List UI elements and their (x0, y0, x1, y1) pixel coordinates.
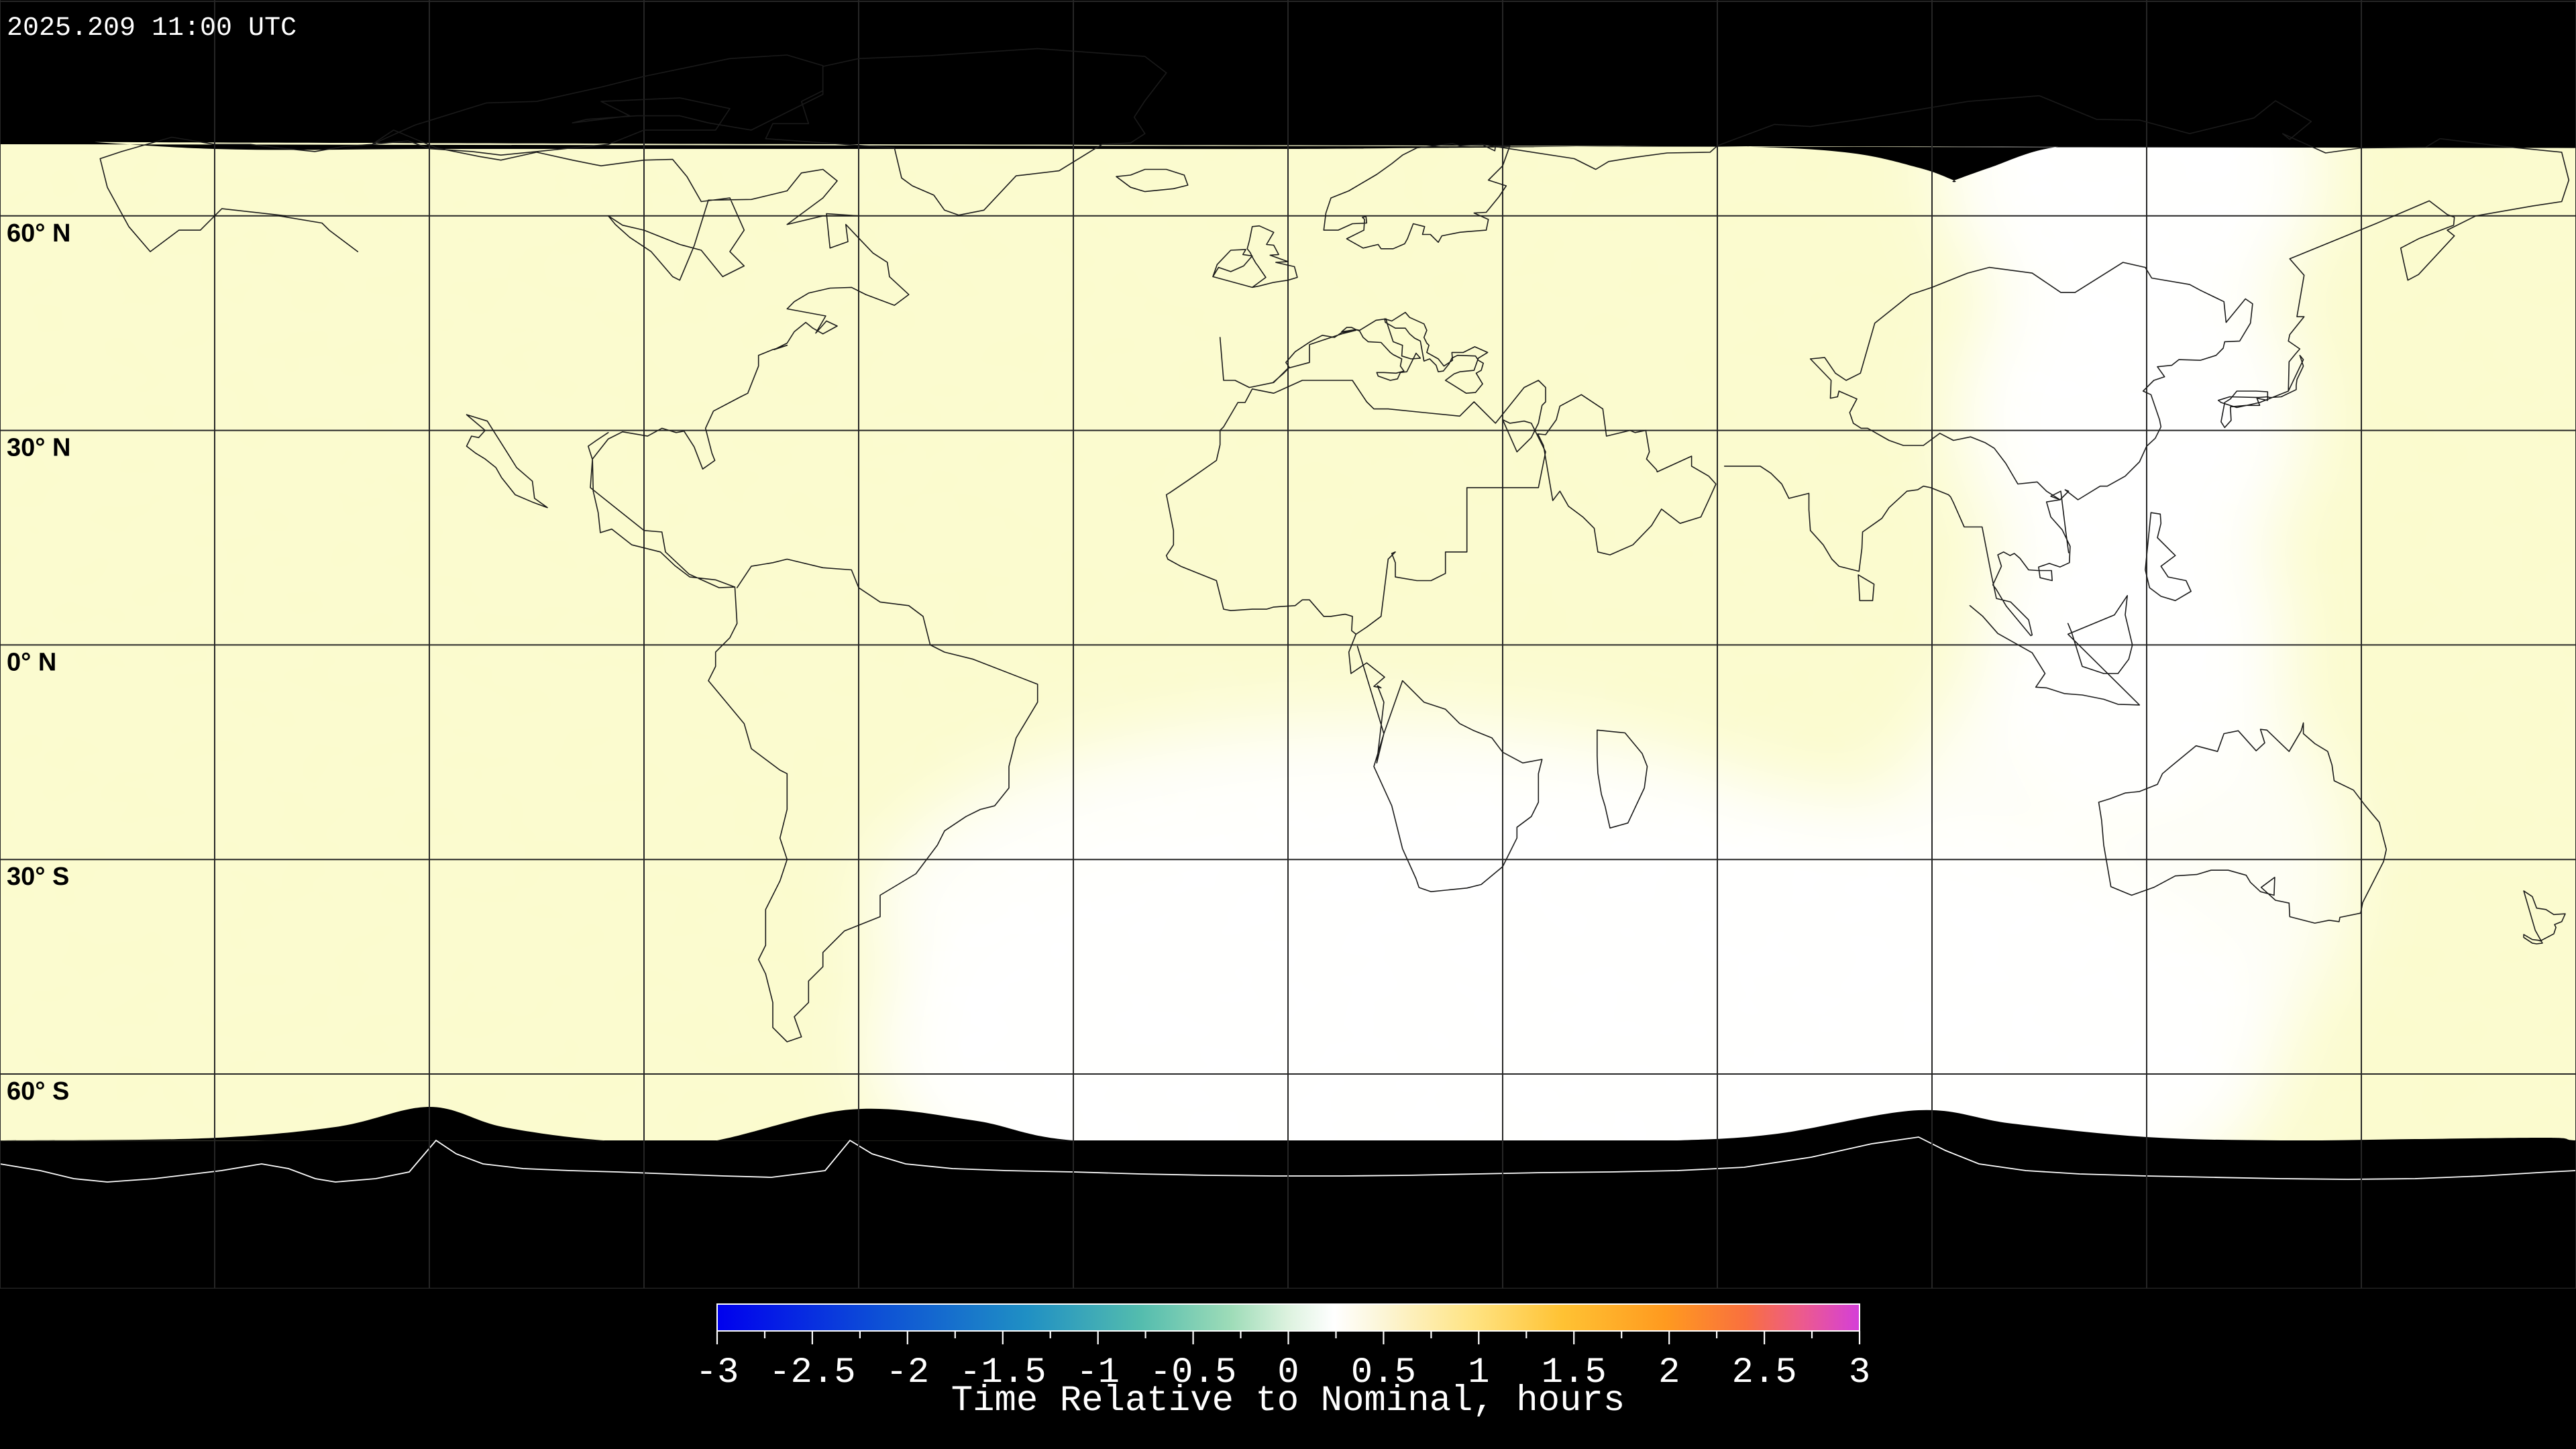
svg-text:30° S: 30° S (7, 863, 69, 891)
svg-text:Time Relative to Nominal, hour: Time Relative to Nominal, hours (951, 1381, 1625, 1421)
svg-text:3: 3 (1849, 1352, 1870, 1393)
svg-text:-3: -3 (696, 1352, 739, 1393)
svg-text:0° N: 0° N (7, 648, 56, 676)
svg-text:-2.5: -2.5 (769, 1352, 856, 1393)
svg-text:2: 2 (1658, 1352, 1680, 1393)
svg-text:60° N: 60° N (7, 219, 70, 248)
svg-text:2.5: 2.5 (1731, 1352, 1796, 1393)
svg-text:60° S: 60° S (7, 1077, 69, 1106)
svg-text:-2: -2 (885, 1352, 929, 1393)
svg-text:30° N: 30° N (7, 434, 70, 462)
svg-text:2025.209 11:00 UTC: 2025.209 11:00 UTC (7, 13, 297, 44)
